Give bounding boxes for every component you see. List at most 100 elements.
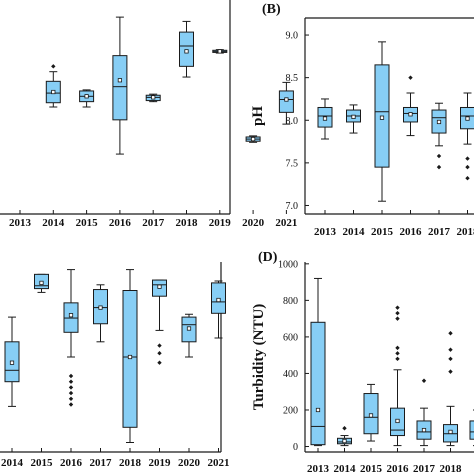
outlier-point [68, 396, 74, 401]
box-2021 [211, 280, 226, 339]
panel-label: (B) [262, 2, 281, 17]
panel-4: 0 200 400 600 800 1000 Turbidity (NTU) (D) 2013 2… [251, 250, 474, 474]
x-tick-label: 2014 [1, 457, 24, 469]
mean-marker [315, 407, 321, 413]
y-tick-label: 7.0 [286, 201, 299, 212]
x-tick-label: 2017 [413, 463, 436, 474]
x-tick-label: 2016 [109, 217, 132, 229]
mean-marker [465, 116, 470, 121]
box-2016 [112, 16, 128, 155]
x-tick-label: 2015 [360, 463, 383, 474]
mean-marker [342, 438, 347, 444]
outlier-point [342, 426, 347, 431]
y-tick-label: 1000 [278, 259, 298, 270]
outlier-point [436, 164, 442, 170]
x-tick-label: 2017 [142, 217, 165, 229]
x-tick-label: 2014 [334, 463, 357, 474]
panel-label: (D) [258, 250, 278, 265]
outlier-point [68, 402, 74, 407]
mean-marker [448, 429, 453, 435]
mean-marker [51, 89, 56, 95]
outlier-point [395, 316, 400, 321]
box-2017 [431, 102, 447, 170]
x-tick-label: 2013 [307, 463, 330, 474]
outlier-point [436, 153, 442, 159]
mean-marker [250, 136, 256, 142]
y-tick-label: 8.5 [286, 73, 299, 84]
box-iqr [179, 31, 194, 67]
y-axis-label: pH [250, 106, 266, 126]
x-tick-label: 2021 [275, 217, 297, 229]
mean-marker [186, 326, 192, 331]
x-tick-label: 2013 [9, 217, 32, 229]
x-tick-label: 2014 [42, 217, 65, 229]
outlier-point [448, 331, 453, 336]
x-tick-label: 2019 [149, 457, 172, 469]
box-iqr [310, 321, 326, 446]
outlier-point [395, 351, 400, 356]
outlier-point [465, 176, 470, 181]
box-2016 [63, 269, 79, 407]
mean-marker [84, 94, 89, 99]
y-tick-label: 200 [283, 405, 298, 416]
box-2016 [390, 305, 405, 447]
x-tick-label: 2015 [31, 457, 54, 469]
box-2017 [93, 284, 108, 343]
outlier-point [68, 390, 74, 396]
outlier-point [448, 356, 453, 362]
mean-marker [68, 313, 74, 318]
outlier-point [51, 64, 56, 69]
x-tick-label: 2018 [457, 226, 474, 238]
x-tick-label: 2016 [387, 463, 410, 474]
box-2013 [310, 277, 326, 447]
box-iqr [278, 90, 294, 113]
box-2019 [212, 49, 228, 54]
outlier-point [465, 164, 470, 170]
x-tick-label: 2018 [119, 457, 142, 469]
x-tick-label: 2020 [178, 457, 201, 469]
outlier-point [395, 345, 400, 351]
box-2015 [79, 89, 95, 108]
box-2 [469, 409, 474, 447]
outlier-point [68, 379, 74, 384]
outlier-point [421, 378, 427, 383]
x-tick-label: 2016 [60, 457, 83, 469]
y-tick-label: 0 [293, 442, 298, 453]
outlier-point [157, 343, 162, 348]
box-2020 [245, 135, 261, 143]
mean-marker [284, 97, 289, 102]
outlier-point [157, 360, 162, 365]
mean-marker [379, 115, 385, 120]
x-tick-label: 2017 [428, 226, 451, 238]
box-2015 [34, 273, 49, 293]
mean-marker [217, 49, 222, 54]
box-2017 [416, 378, 432, 447]
mean-marker [117, 78, 122, 83]
mean-marker [351, 114, 356, 119]
box-2013 [317, 98, 333, 140]
mean-marker [9, 360, 15, 365]
box-2018 [179, 20, 194, 78]
y-tick-label: 400 [283, 369, 298, 380]
x-tick-label: 2018 [176, 217, 199, 229]
box-2014 [4, 316, 20, 407]
box-2018 [122, 269, 138, 443]
mean-marker [421, 427, 427, 433]
mean-marker [184, 49, 189, 54]
mean-marker [436, 119, 442, 125]
box-2018 [460, 92, 474, 181]
mean-marker [408, 112, 413, 117]
x-tick-label: 2020 [242, 217, 265, 229]
mean-marker [127, 354, 133, 360]
x-tick-label: 2021 [208, 457, 230, 469]
mean-marker [395, 418, 400, 424]
box-2014 [45, 64, 61, 108]
outlier-point [465, 156, 470, 161]
panel-2: 7.0 7.5 8.0 8.5 9.0 pH (B) 2013 2014 2015 2016 2017… [250, 2, 474, 238]
mean-marker [322, 116, 328, 121]
x-tick-label: 2013 [314, 226, 337, 238]
outlier-point [395, 310, 400, 316]
mean-marker [157, 284, 162, 289]
x-tick-label: 2017 [90, 457, 113, 469]
